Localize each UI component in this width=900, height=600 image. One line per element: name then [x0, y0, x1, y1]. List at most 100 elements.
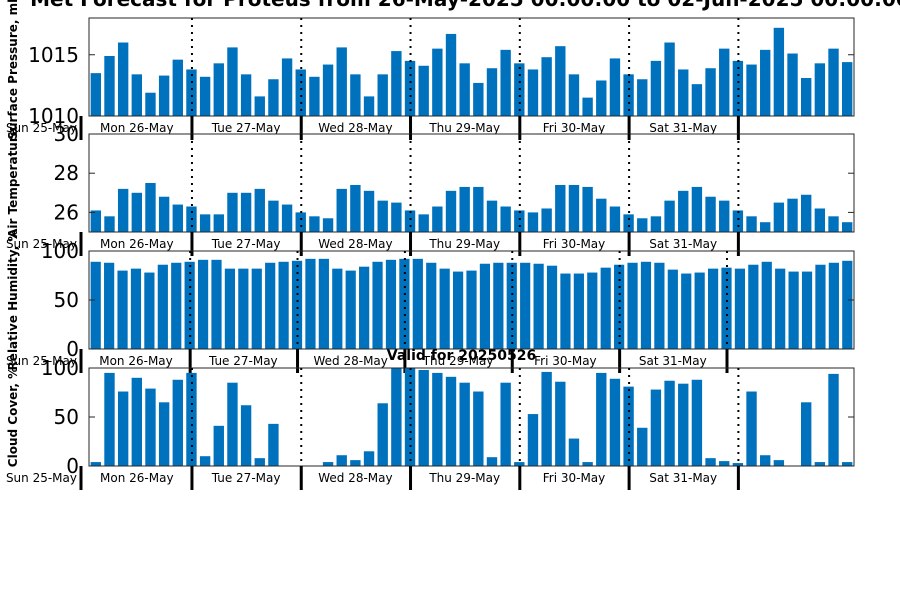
- bar: [295, 212, 306, 232]
- bar: [568, 184, 580, 232]
- bar: [171, 262, 182, 349]
- bar: [90, 261, 101, 349]
- bar: [691, 379, 703, 466]
- bar: [500, 49, 511, 116]
- bar: [240, 405, 252, 466]
- bar: [117, 270, 128, 349]
- bar: [213, 214, 224, 232]
- day-label: Thu 29-May: [428, 121, 500, 135]
- bar: [240, 74, 252, 116]
- day-label: Mon 26-May: [100, 471, 174, 485]
- bar: [199, 76, 211, 116]
- bar: [281, 58, 293, 116]
- bar: [541, 57, 552, 116]
- bar: [546, 265, 558, 349]
- bar: [681, 273, 692, 349]
- bar: [678, 383, 689, 466]
- bar: [788, 271, 799, 349]
- bar: [654, 262, 665, 349]
- bar: [158, 402, 170, 466]
- bar: [240, 192, 252, 232]
- bar: [732, 463, 744, 466]
- bar: [614, 264, 625, 349]
- bar: [322, 64, 334, 116]
- bar: [372, 261, 383, 349]
- day-label: Tue 27-May: [211, 471, 281, 485]
- bar: [527, 69, 539, 116]
- bar: [350, 74, 361, 116]
- bar: [295, 69, 306, 116]
- plot-box: [88, 133, 855, 233]
- y-axis-label: Surface Pressure, mb: [6, 0, 20, 140]
- bar: [760, 222, 771, 232]
- bar: [761, 261, 772, 349]
- bar: [650, 389, 662, 466]
- bar: [694, 272, 705, 349]
- bar: [814, 462, 826, 466]
- day-label: Thu 29-May: [428, 471, 500, 485]
- bar: [568, 438, 580, 466]
- bar: [278, 261, 289, 349]
- bar: [637, 218, 648, 232]
- bar: [707, 268, 719, 349]
- bar: [309, 216, 320, 232]
- day-label: Mon 26-May: [100, 237, 174, 251]
- bar: [473, 391, 484, 466]
- figure-title: Met Forecast for Proteus from 26-May-202…: [30, 0, 900, 11]
- bar: [426, 262, 437, 349]
- day-label: Mon 26-May: [99, 354, 173, 368]
- bar: [527, 212, 539, 232]
- bar: [801, 402, 812, 466]
- bar: [814, 208, 826, 232]
- day-label: Thu 29-May: [422, 354, 494, 368]
- bar: [582, 97, 593, 117]
- bar: [527, 414, 539, 466]
- bar: [719, 48, 730, 117]
- bar: [459, 63, 470, 116]
- bar: [322, 218, 334, 232]
- bar: [623, 386, 634, 466]
- bar: [582, 186, 593, 232]
- bar: [555, 381, 566, 466]
- bar: [336, 455, 347, 466]
- bar: [117, 42, 129, 116]
- bar: [172, 59, 183, 116]
- bar: [609, 378, 621, 466]
- bar: [664, 42, 675, 116]
- chart-panel-3: 0 50 100 Relative Humidity, %Sun 25-May Mon …: [6, 230, 855, 373]
- bar: [514, 462, 525, 466]
- bar: [350, 184, 361, 232]
- bar: [775, 268, 786, 349]
- bar: [691, 186, 703, 232]
- day-label: Wed 28-May: [318, 121, 392, 135]
- bar: [254, 96, 265, 116]
- bar: [600, 267, 611, 349]
- bar: [350, 460, 361, 466]
- bar: [213, 63, 224, 116]
- bar: [281, 204, 293, 232]
- bar: [842, 260, 853, 349]
- bar: [399, 258, 410, 349]
- bar: [667, 269, 678, 349]
- bar: [493, 262, 504, 349]
- x-start-label: Sun 25-May: [6, 237, 77, 251]
- bar: [678, 190, 689, 232]
- bar: [748, 264, 759, 349]
- bar: [404, 210, 416, 232]
- bar: [268, 200, 279, 232]
- day-label: Fri 30-May: [534, 354, 597, 368]
- bar: [623, 214, 634, 232]
- bar: [432, 372, 443, 466]
- bar: [145, 388, 156, 466]
- bar: [746, 64, 757, 116]
- bar: [746, 391, 757, 466]
- bar: [104, 372, 115, 466]
- bar: [473, 186, 484, 232]
- y-tick-label: 50: [54, 405, 79, 429]
- bar: [412, 258, 423, 349]
- bar: [514, 210, 525, 232]
- bar: [309, 76, 320, 116]
- bar: [158, 196, 170, 232]
- plot-box: [88, 17, 855, 117]
